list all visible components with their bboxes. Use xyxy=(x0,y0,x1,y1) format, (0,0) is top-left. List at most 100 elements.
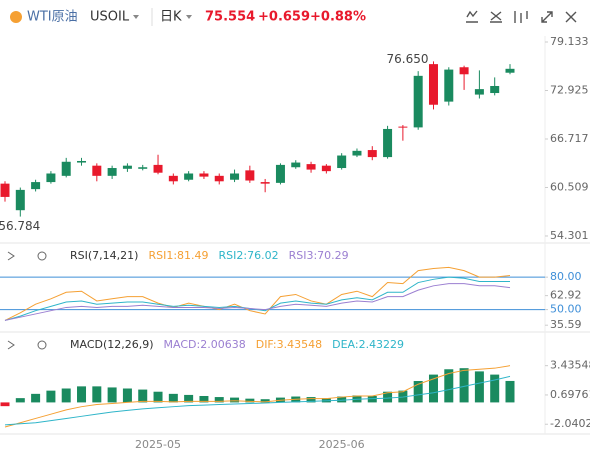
candle-body xyxy=(428,64,438,105)
candle-body xyxy=(107,168,117,176)
y-tick-label: 35.59 xyxy=(550,318,582,331)
candle-body xyxy=(413,75,423,128)
candle-body xyxy=(490,85,500,94)
symbol[interactable]: USOIL xyxy=(90,10,130,25)
candle-body xyxy=(505,68,515,73)
macd-bar xyxy=(383,391,393,403)
y-tick-label: 62.92 xyxy=(550,289,582,302)
candle-body xyxy=(138,167,148,169)
indicator-line xyxy=(4,365,511,428)
candle-body xyxy=(367,150,377,158)
legend-label: RSI3:70.29 xyxy=(289,249,349,262)
y-tick-label: 54.301 xyxy=(550,229,589,242)
y-tick-label: 0.69761 xyxy=(550,388,590,401)
symbol-icon xyxy=(10,11,22,23)
macd-bar xyxy=(0,402,10,407)
y-tick-label: 50.00 xyxy=(550,303,582,316)
expand-icon[interactable] xyxy=(541,11,553,23)
indicator-icon[interactable] xyxy=(466,10,478,23)
price: 75.554 xyxy=(205,10,255,25)
draw-icon[interactable] xyxy=(490,11,502,23)
legend-label: RSI2:76.02 xyxy=(219,249,279,262)
macd-bar xyxy=(444,369,454,403)
y-tick-label: 3.43548 xyxy=(550,359,590,372)
instrument-name[interactable]: WTI原油 xyxy=(27,10,78,25)
macd-bar xyxy=(321,398,331,403)
candle-body xyxy=(260,182,270,184)
indicator-line xyxy=(4,375,511,426)
macd-bar xyxy=(367,395,377,403)
macd-bar xyxy=(168,393,178,403)
candle-body xyxy=(168,175,178,182)
candle-body xyxy=(214,175,224,182)
macd-bar xyxy=(199,395,209,403)
candle-body xyxy=(153,164,163,173)
settings-icon[interactable] xyxy=(37,340,47,350)
candle-body xyxy=(459,67,469,75)
macd-bar xyxy=(77,386,87,403)
y-tick-label: 72.925 xyxy=(550,83,589,96)
candle-icon[interactable] xyxy=(514,11,528,23)
candle-body xyxy=(77,160,87,163)
indicator-line xyxy=(4,276,511,321)
indicator-title: MACD(12,26,9) xyxy=(70,338,154,351)
macd-bar xyxy=(107,387,117,403)
dropdown-arrow[interactable] xyxy=(133,15,139,19)
candle-body xyxy=(321,165,331,172)
legend-label: DEA:2.43229 xyxy=(332,338,404,351)
macd-bar xyxy=(138,389,148,403)
candle-body xyxy=(122,165,132,169)
macd-bar xyxy=(15,398,25,403)
candle-body xyxy=(184,173,194,180)
candle-body xyxy=(31,182,41,190)
x-tick-label: 2025-05 xyxy=(135,438,181,451)
macd-bar xyxy=(505,380,515,403)
macd-bar xyxy=(306,397,316,403)
change-percent: +0.88% xyxy=(310,10,366,25)
collapse-icon[interactable] xyxy=(7,251,15,261)
macd-bar xyxy=(46,390,56,403)
collapse-icon[interactable] xyxy=(7,340,15,350)
candle-body xyxy=(46,173,56,183)
candle-body xyxy=(92,165,102,176)
candle-body xyxy=(61,161,71,176)
dropdown-arrow[interactable] xyxy=(186,15,192,19)
candle-body xyxy=(474,89,484,95)
y-tick-label: 66.717 xyxy=(550,132,589,145)
legend-label: DIF:3.43548 xyxy=(256,338,322,351)
max-label: 76.650 xyxy=(386,52,428,66)
x-tick-label: 2025-06 xyxy=(319,438,365,451)
y-tick-label: 80.00 xyxy=(550,270,582,283)
macd-bar xyxy=(260,399,270,403)
macd-bar xyxy=(398,390,408,403)
candle-body xyxy=(352,150,362,156)
macd-bar xyxy=(474,371,484,403)
candle-body xyxy=(0,183,10,197)
close-icon[interactable] xyxy=(565,11,577,23)
macd-bar xyxy=(184,394,194,403)
candle-body xyxy=(230,173,240,180)
macd-bar xyxy=(428,374,438,403)
change: +0.659 xyxy=(258,10,310,25)
candle-body xyxy=(306,164,316,170)
macd-bar xyxy=(490,374,500,403)
candle-body xyxy=(275,164,285,183)
macd-bar xyxy=(31,393,41,403)
period[interactable]: 日K xyxy=(160,10,182,25)
candle-body xyxy=(444,69,454,102)
y-tick-label: -2.04027 xyxy=(550,417,590,430)
min-label: 56.784 xyxy=(0,219,40,233)
candle-body xyxy=(383,128,393,158)
macd-bar xyxy=(230,397,240,403)
macd-bar xyxy=(61,388,71,403)
settings-icon[interactable] xyxy=(37,251,47,261)
candle-body xyxy=(337,155,347,169)
legend-label: MACD:2.00638 xyxy=(164,338,246,351)
indicator-line xyxy=(4,283,511,321)
macd-bar xyxy=(245,398,255,403)
candle-body xyxy=(291,162,301,168)
macd-bar xyxy=(337,396,347,403)
candle-body xyxy=(398,126,408,128)
